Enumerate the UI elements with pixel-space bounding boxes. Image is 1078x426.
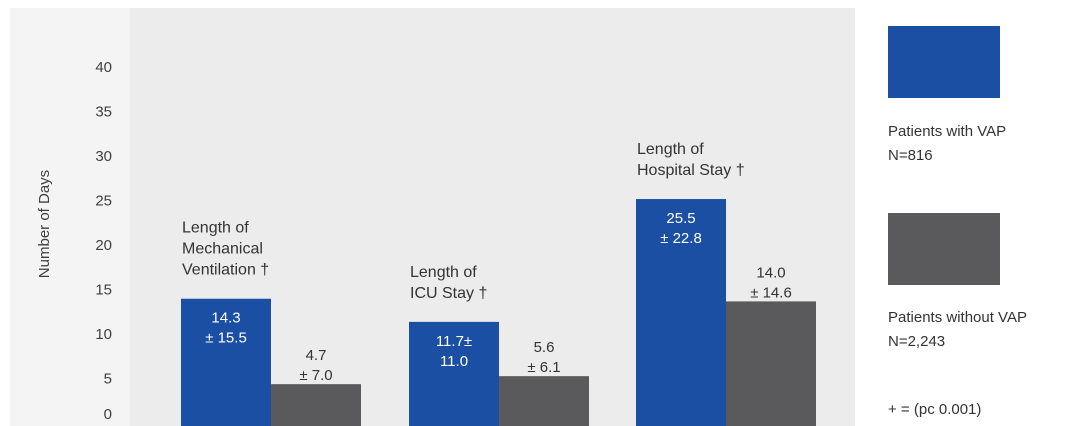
bar-value-label: 11.7± (436, 333, 472, 350)
bar (271, 384, 361, 426)
y-tick-label: 35 (95, 104, 112, 121)
bar-value-label: ± 7.0 (299, 367, 332, 384)
bar-value-label: 4.7 (306, 347, 327, 364)
y-tick-label: 40 (95, 59, 112, 76)
bar-value-label: 14.0 (756, 264, 785, 281)
y-tick-label: 30 (95, 148, 112, 165)
category-label: Hospital Stay † (637, 162, 745, 179)
bar-value-label: ± 22.8 (660, 230, 702, 247)
y-axis-label: Number of Days (36, 170, 53, 278)
legend-count-with-vap: N=816 (888, 147, 933, 164)
legend-label-with-vap: Patients with VAP N=816 (888, 120, 1006, 168)
legend-count-without-vap: N=2,243 (888, 333, 946, 350)
bar (181, 298, 271, 426)
axis-panel (10, 8, 130, 426)
bar-value-label: ± 14.6 (750, 284, 792, 301)
y-tick-label: 5 (104, 371, 112, 388)
bar-value-label: ± 15.5 (205, 330, 247, 347)
bar-value-label: 25.5 (666, 210, 695, 227)
y-tick-label: 0 (104, 406, 112, 423)
legend-name-with-vap: Patients with VAP (888, 123, 1007, 140)
category-label: ICU Stay † (410, 285, 487, 302)
bar-value-label: 14.3 (211, 310, 240, 327)
y-tick-label: 10 (95, 326, 112, 343)
legend-swatch-without-vap (888, 213, 1000, 285)
y-tick-label: 20 (95, 237, 112, 254)
bar (499, 376, 589, 426)
category-label: Ventilation † (182, 262, 269, 279)
y-tick-label: 25 (95, 193, 112, 210)
bar (636, 199, 726, 426)
legend-label-without-vap: Patients without VAP N=2,243 (888, 306, 1027, 354)
bar-value-label: ± 6.1 (527, 359, 560, 376)
bar (726, 301, 816, 426)
footnote: + = (pc 0.001) (888, 401, 982, 418)
category-label: Length of (410, 264, 477, 281)
y-tick-label: 15 (95, 282, 112, 299)
category-label: Length of (637, 141, 704, 158)
legend-swatch-with-vap (888, 26, 1000, 98)
bar (409, 321, 499, 426)
category-label: Mechanical (182, 241, 263, 258)
bar-value-label: 11.0 (440, 353, 468, 370)
bar-value-label: 5.6 (534, 339, 555, 356)
category-label: Length of (182, 220, 249, 237)
legend-name-without-vap: Patients without VAP (888, 309, 1027, 326)
